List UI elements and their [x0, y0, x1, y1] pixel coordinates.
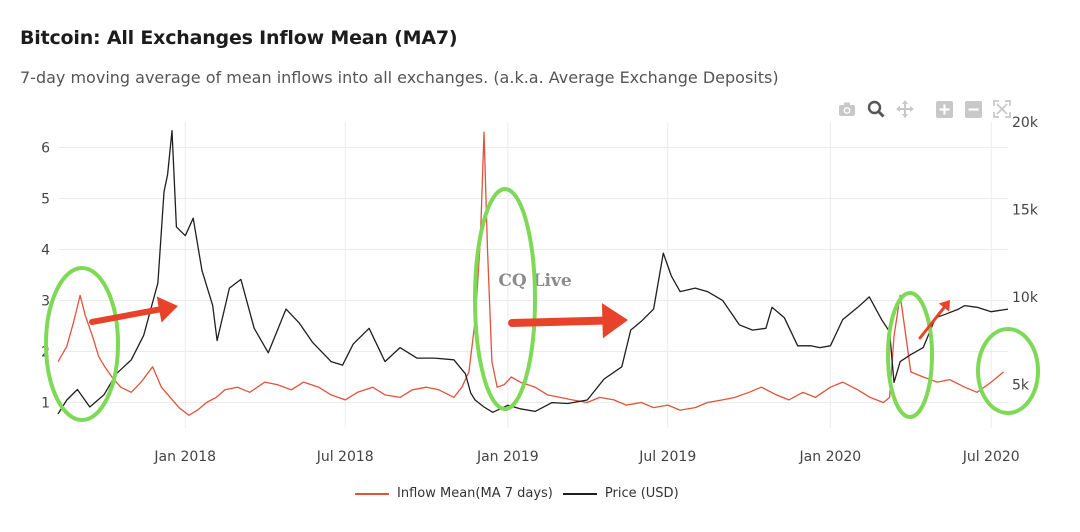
y-right-tick-label: 20k: [1012, 115, 1039, 131]
legend-item-inflow[interactable]: Inflow Mean(MA 7 days): [355, 486, 553, 501]
chart-subtitle: 7-day moving average of mean inflows int…: [20, 68, 779, 87]
zoom-in-icon[interactable]: [933, 98, 955, 120]
pan-icon[interactable]: [894, 98, 916, 120]
zoom-icon[interactable]: [865, 98, 887, 120]
series-line-price: [57, 130, 1009, 415]
legend-line-inflow: [355, 492, 389, 495]
y-left-tick-label: 5: [41, 192, 50, 208]
x-tick-label: Jul 2019: [638, 449, 696, 465]
annotation-arrow-shaft: [508, 316, 607, 327]
y-right-tick-label: 15k: [1012, 202, 1039, 218]
y-left-tick-label: 4: [41, 243, 50, 259]
legend: Inflow Mean(MA 7 days) Price (USD): [355, 486, 679, 501]
y-right-tick-label: 5k: [1012, 377, 1030, 393]
x-tick-label: Jan 2018: [153, 449, 216, 465]
y-right-tick-label: 10k: [1012, 290, 1039, 306]
x-tick-label: Jan 2019: [476, 449, 539, 465]
camera-icon[interactable]: [836, 98, 858, 120]
annotation-arrow-head: [156, 296, 178, 323]
x-tick-label: Jul 2020: [962, 449, 1020, 465]
legend-line-price: [562, 492, 597, 495]
annotation-arrow-shaft: [89, 306, 163, 325]
legend-item-price[interactable]: Price (USD): [562, 486, 679, 501]
highlight-ellipse: [976, 327, 1040, 415]
chart-title: Bitcoin: All Exchanges Inflow Mean (MA7): [20, 27, 458, 49]
x-tick-label: Jan 2020: [799, 449, 862, 465]
zoom-out-icon[interactable]: [962, 98, 984, 120]
legend-label-price: Price (USD): [604, 486, 679, 501]
annotation-arrow-head: [938, 300, 950, 312]
y-left-tick-label: 1: [41, 396, 50, 412]
modebar: [836, 98, 1013, 120]
y-left-tick-label: 3: [41, 294, 50, 310]
y-left-tick-label: 6: [41, 141, 50, 157]
legend-label-inflow: Inflow Mean(MA 7 days): [397, 486, 553, 501]
autoscale-icon[interactable]: [991, 98, 1013, 120]
annotation-arrow-shaft: [918, 306, 946, 340]
annotation-arrow-head: [601, 303, 628, 339]
highlight-ellipse: [886, 291, 934, 419]
x-tick-label: Jul 2018: [316, 449, 374, 465]
highlight-ellipse: [473, 187, 537, 411]
series-line-inflow: [57, 131, 1005, 416]
highlight-ellipse: [44, 266, 120, 422]
